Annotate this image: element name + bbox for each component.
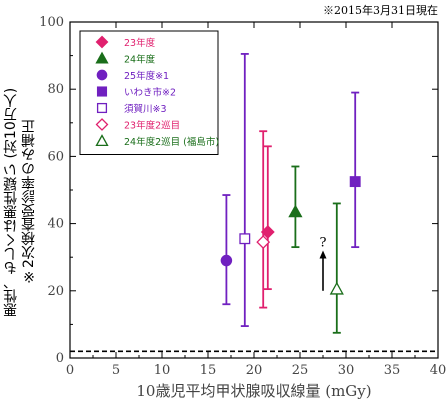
data-point xyxy=(239,233,251,245)
legend-label: 23年度 xyxy=(124,37,156,49)
y-tick-label: 60 xyxy=(47,149,64,164)
x-tick-label: 5 xyxy=(112,363,120,378)
x-tick-label: 10 xyxy=(154,363,171,378)
legend-label: いわき市※2 xyxy=(124,87,176,99)
chart-marks: ? xyxy=(220,53,361,334)
y-axis-label-line-1: 悪性、もしくは悪性疑い (対10万人) xyxy=(3,87,19,317)
legend-marker xyxy=(96,102,108,114)
data-point xyxy=(349,176,361,188)
y-tick-label: 20 xyxy=(47,284,64,299)
legend-label: 25年度※1 xyxy=(124,70,169,82)
x-tick-label: 40 xyxy=(430,363,447,378)
y-tick-label: 80 xyxy=(47,82,64,97)
legend-label: 23年度2巡目 xyxy=(124,120,180,132)
legend-label: 24年度2巡目 (福島市) xyxy=(124,136,219,148)
x-axis-label: 10歳児平均甲状腺吸収線量 (mGy) xyxy=(136,382,372,400)
x-tick-label: 35 xyxy=(384,363,401,378)
y-tick-label: 0 xyxy=(56,351,64,366)
annotation-arrowhead xyxy=(319,250,327,259)
x-tick-label: 25 xyxy=(292,363,309,378)
legend-marker xyxy=(95,51,109,64)
x-tick-label: 0 xyxy=(66,363,74,378)
annotation-text: ? xyxy=(320,235,327,250)
legend-marker xyxy=(95,134,109,147)
legend-marker xyxy=(96,86,108,97)
data-point xyxy=(329,281,344,295)
x-tick-label: 20 xyxy=(246,363,263,378)
legend-marker xyxy=(95,118,109,131)
axes: 0 5 10 15 20 25 30 35 40 0 20 40 60 80 100 xyxy=(39,15,446,378)
legend-label: 24年度 xyxy=(124,54,156,66)
x-tick-label: 15 xyxy=(200,363,217,378)
x-tick-label: 30 xyxy=(338,363,355,378)
legend-marker xyxy=(96,69,108,81)
y-axis-label-line-2: ※2次検査受診率のみ補正 xyxy=(21,119,37,285)
data-point xyxy=(288,204,303,218)
legend-marker xyxy=(95,35,109,49)
data-point xyxy=(220,254,233,267)
y-tick-label: 100 xyxy=(39,15,64,30)
legend-label: 須賀川※3 xyxy=(124,103,167,115)
y-tick-label: 40 xyxy=(47,217,64,232)
legend: 23年度 24年度 25年度※1 いわき市※2 須賀川※3 23年度2巡目 24年度2巡目 … xyxy=(79,30,219,155)
y-axis-label: 悪性、もしくは悪性疑い (対10万人) ※2次検査受診率のみ補正 xyxy=(2,52,46,352)
data-point xyxy=(256,235,271,249)
date-note: ※2015年3月31日現在 xyxy=(323,4,438,17)
